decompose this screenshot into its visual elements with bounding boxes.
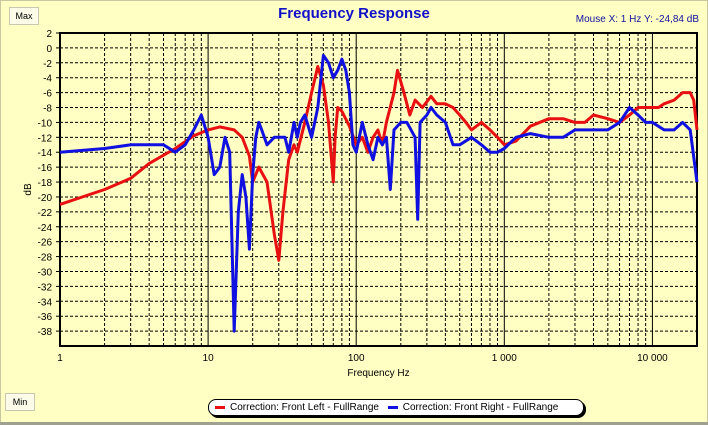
y-tick-label: 0: [46, 44, 52, 55]
max-button[interactable]: Max: [9, 7, 39, 25]
y-tick-label: -6: [43, 89, 52, 100]
y-tick-label: -2: [43, 59, 52, 70]
x-tick-label: 1: [57, 353, 63, 364]
y-tick-label: -8: [43, 104, 52, 115]
y-tick-label: -22: [38, 208, 53, 219]
series-line-front-right: [59, 53, 699, 333]
legend-swatch-front-right: [387, 405, 398, 409]
y-tick-label: -10: [38, 118, 53, 129]
legend-label-front-left: Correction: Front Left - FullRange: [230, 402, 379, 413]
y-tick-label: 2: [46, 29, 52, 40]
y-tick-label: -34: [38, 297, 53, 308]
y-tick-label: -16: [38, 163, 53, 174]
y-tick-label: -4: [43, 74, 52, 85]
x-tick-label: 10: [203, 353, 215, 364]
legend: Correction: Front Left - FullRange Corre…: [208, 399, 584, 416]
y-tick-label: -18: [38, 178, 53, 189]
legend-label-front-right: Correction: Front Right - FullRange: [402, 402, 559, 413]
min-button[interactable]: Min: [5, 393, 35, 411]
y-tick-label: -32: [38, 282, 53, 293]
plot-border: [59, 32, 698, 347]
x-tick-label: 10 000: [637, 353, 668, 364]
x-tick-label: 100: [348, 353, 365, 364]
y-tick-label: -28: [38, 253, 53, 264]
chart-title: Frequency Response: [278, 5, 430, 22]
y-tick-label: -12: [38, 133, 53, 144]
y-tick-label: -24: [38, 223, 53, 234]
y-tick-label: -20: [38, 193, 53, 204]
y-tick-label: -30: [38, 267, 53, 278]
x-axis-label: Frequency Hz: [347, 368, 409, 379]
y-tick-label: -36: [38, 312, 53, 323]
y-tick-label: -38: [38, 327, 53, 338]
y-tick-label: -26: [38, 238, 53, 249]
x-tick-label: 1 000: [492, 353, 517, 364]
y-tick-label: -14: [38, 148, 53, 159]
series-line-front-left: [59, 65, 699, 262]
y-axis-label: dB: [23, 183, 34, 196]
mouse-readout: Mouse X: 1 Hz Y: -24,84 dB: [575, 14, 699, 25]
legend-swatch-front-left: [215, 405, 225, 409]
bottom-border: [0, 422, 708, 425]
